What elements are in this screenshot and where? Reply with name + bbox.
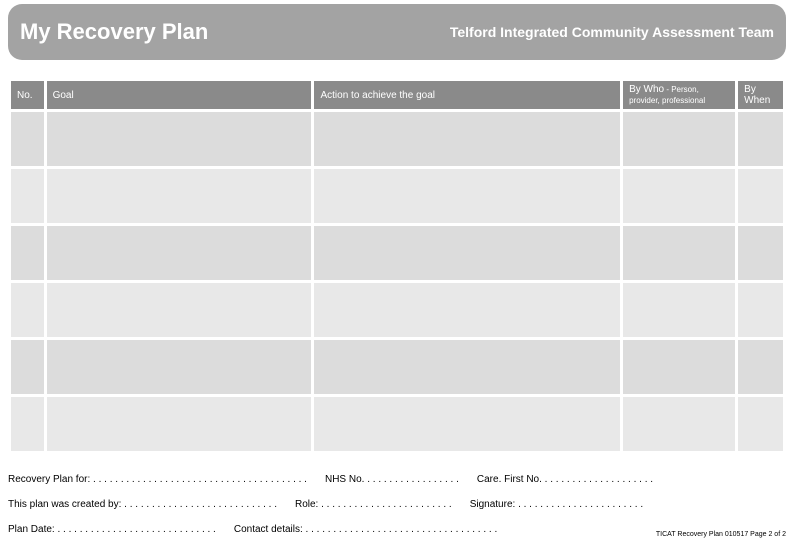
cell-goal[interactable] xyxy=(47,226,312,280)
cell-who[interactable] xyxy=(623,340,735,394)
cell-when[interactable] xyxy=(738,283,783,337)
cell-no[interactable] xyxy=(11,226,44,280)
plan-table: No. Goal Action to achieve the goal By W… xyxy=(8,78,786,454)
header-bar: My Recovery Plan Telford Integrated Comm… xyxy=(8,4,786,60)
field-role[interactable]: Role: . . . . . . . . . . . . . . . . . … xyxy=(295,499,452,510)
cell-when[interactable] xyxy=(738,112,783,166)
cell-goal[interactable] xyxy=(47,283,312,337)
col-header-goal: Goal xyxy=(47,81,312,109)
cell-no[interactable] xyxy=(11,283,44,337)
cell-action[interactable] xyxy=(314,226,620,280)
footer-row-2: This plan was created by: . . . . . . . … xyxy=(8,499,786,510)
cell-when[interactable] xyxy=(738,226,783,280)
cell-who[interactable] xyxy=(623,112,735,166)
col-header-who: By Who - Person, provider, professional xyxy=(623,81,735,109)
col-header-no: No. xyxy=(11,81,44,109)
table-row xyxy=(11,112,783,166)
cell-action[interactable] xyxy=(314,283,620,337)
cell-who[interactable] xyxy=(623,226,735,280)
field-plan-date[interactable]: Plan Date: . . . . . . . . . . . . . . .… xyxy=(8,524,216,535)
plan-table-wrap: No. Goal Action to achieve the goal By W… xyxy=(8,78,786,454)
cell-no[interactable] xyxy=(11,397,44,451)
page-subtitle: Telford Integrated Community Assessment … xyxy=(450,24,774,40)
cell-when[interactable] xyxy=(738,340,783,394)
col-header-action: Action to achieve the goal xyxy=(314,81,620,109)
cell-action[interactable] xyxy=(314,169,620,223)
page-title: My Recovery Plan xyxy=(20,19,208,45)
table-row xyxy=(11,226,783,280)
table-body xyxy=(11,112,783,451)
cell-goal[interactable] xyxy=(47,397,312,451)
table-row xyxy=(11,397,783,451)
cell-goal[interactable] xyxy=(47,112,312,166)
table-row xyxy=(11,340,783,394)
table-row xyxy=(11,169,783,223)
cell-action[interactable] xyxy=(314,397,620,451)
cell-no[interactable] xyxy=(11,112,44,166)
cell-no[interactable] xyxy=(11,340,44,394)
field-contact[interactable]: Contact details: . . . . . . . . . . . .… xyxy=(234,524,497,535)
cell-who[interactable] xyxy=(623,169,735,223)
field-nhs-no[interactable]: NHS No. . . . . . . . . . . . . . . . . … xyxy=(325,474,459,485)
cell-when[interactable] xyxy=(738,397,783,451)
cell-action[interactable] xyxy=(314,340,620,394)
cell-goal[interactable] xyxy=(47,340,312,394)
col-header-when: By When xyxy=(738,81,783,109)
field-signature[interactable]: Signature: . . . . . . . . . . . . . . .… xyxy=(470,499,643,510)
table-row xyxy=(11,283,783,337)
cell-who[interactable] xyxy=(623,283,735,337)
footer-row-1: Recovery Plan for: . . . . . . . . . . .… xyxy=(8,474,786,485)
footer: Recovery Plan for: . . . . . . . . . . .… xyxy=(8,474,786,538)
cell-action[interactable] xyxy=(314,112,620,166)
field-recovery-for[interactable]: Recovery Plan for: . . . . . . . . . . .… xyxy=(8,474,307,485)
cell-goal[interactable] xyxy=(47,169,312,223)
cell-no[interactable] xyxy=(11,169,44,223)
cell-who[interactable] xyxy=(623,397,735,451)
field-carefirst-no[interactable]: Care. First No. . . . . . . . . . . . . … xyxy=(477,474,653,485)
field-created-by[interactable]: This plan was created by: . . . . . . . … xyxy=(8,499,277,510)
table-header-row: No. Goal Action to achieve the goal By W… xyxy=(11,81,783,109)
cell-when[interactable] xyxy=(738,169,783,223)
